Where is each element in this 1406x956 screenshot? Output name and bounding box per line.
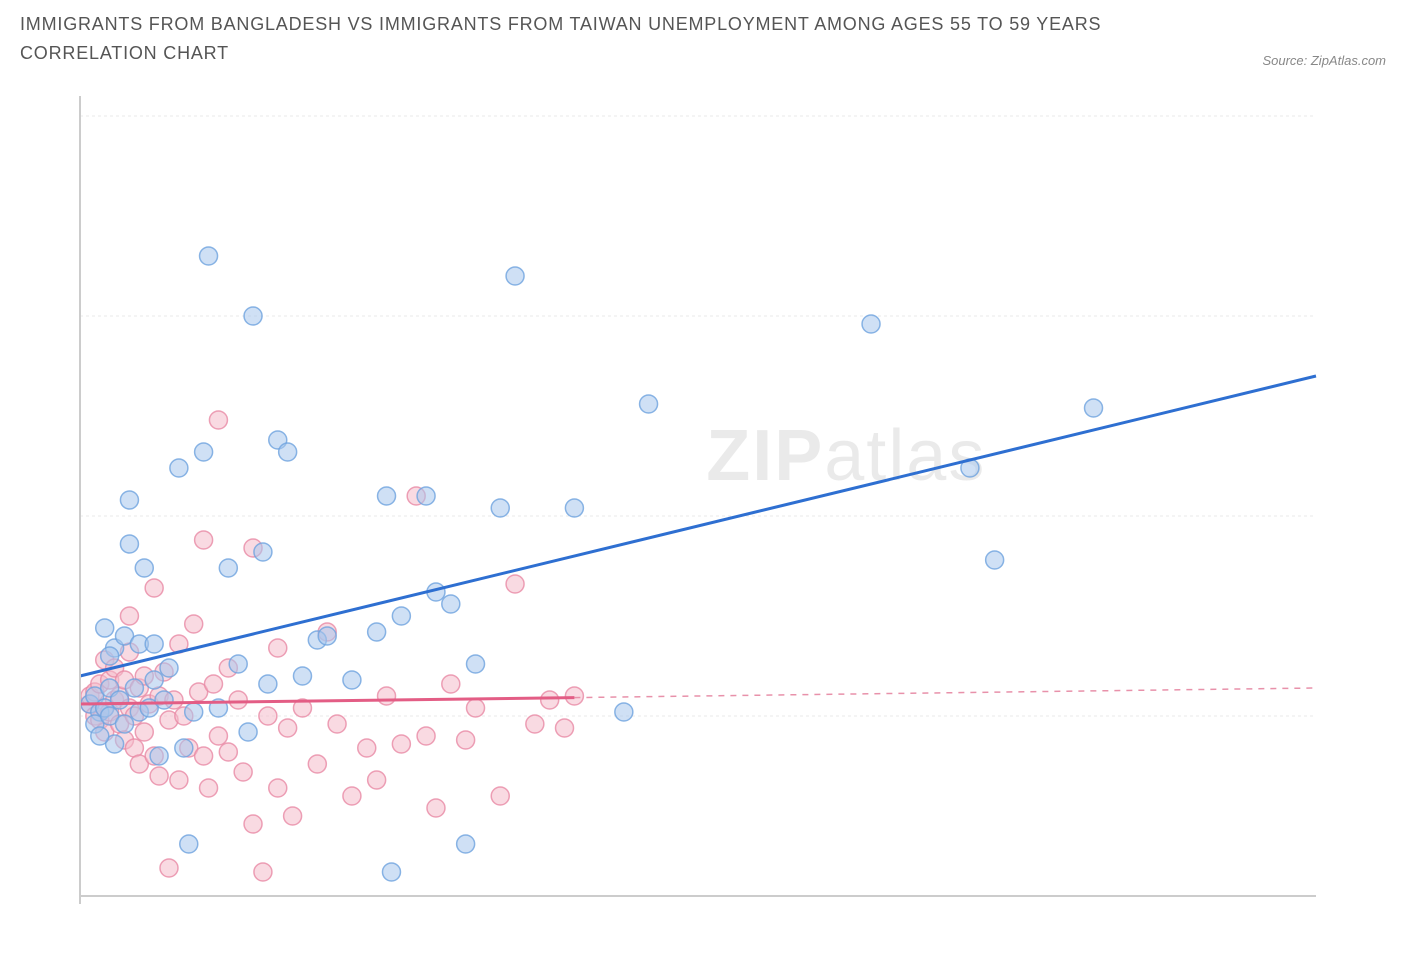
point-bangladesh	[244, 307, 262, 325]
chart-svg: ZIPatlas	[20, 76, 1386, 946]
point-bangladesh	[111, 691, 129, 709]
point-taiwan	[526, 715, 544, 733]
point-bangladesh	[135, 559, 153, 577]
point-bangladesh	[175, 739, 193, 757]
point-bangladesh	[293, 667, 311, 685]
point-taiwan	[378, 687, 396, 705]
point-taiwan	[170, 771, 188, 789]
point-taiwan	[195, 531, 213, 549]
point-bangladesh	[195, 443, 213, 461]
point-taiwan	[556, 719, 574, 737]
point-taiwan	[279, 719, 297, 737]
point-taiwan	[204, 675, 222, 693]
point-taiwan	[284, 807, 302, 825]
point-bangladesh	[155, 691, 173, 709]
point-bangladesh	[125, 679, 143, 697]
point-bangladesh	[565, 499, 583, 517]
point-bangladesh	[229, 655, 247, 673]
point-taiwan	[234, 763, 252, 781]
point-bangladesh	[986, 551, 1004, 569]
point-bangladesh	[180, 835, 198, 853]
point-taiwan	[541, 691, 559, 709]
point-taiwan	[209, 411, 227, 429]
point-bangladesh	[442, 595, 460, 613]
point-taiwan	[150, 767, 168, 785]
point-bangladesh	[96, 619, 114, 637]
point-bangladesh	[200, 247, 218, 265]
point-bangladesh	[640, 395, 658, 413]
point-taiwan	[145, 579, 163, 597]
point-bangladesh	[254, 543, 272, 561]
point-taiwan	[417, 727, 435, 745]
chart-source: Source: ZipAtlas.com	[1262, 53, 1386, 68]
point-taiwan	[259, 707, 277, 725]
point-bangladesh	[120, 491, 138, 509]
point-taiwan	[200, 779, 218, 797]
point-bangladesh	[862, 315, 880, 333]
trend-taiwan-dashed	[574, 688, 1316, 698]
point-bangladesh	[219, 559, 237, 577]
point-bangladesh	[259, 675, 277, 693]
point-bangladesh	[145, 671, 163, 689]
point-bangladesh	[506, 267, 524, 285]
point-taiwan	[160, 859, 178, 877]
point-taiwan	[244, 815, 262, 833]
point-bangladesh	[457, 835, 475, 853]
point-bangladesh	[170, 459, 188, 477]
point-bangladesh	[145, 635, 163, 653]
point-bangladesh	[120, 535, 138, 553]
point-taiwan	[195, 747, 213, 765]
point-bangladesh	[467, 655, 485, 673]
point-bangladesh	[417, 487, 435, 505]
point-taiwan	[269, 639, 287, 657]
scatter-chart: ZIPatlas	[20, 76, 1386, 946]
point-bangladesh	[150, 747, 168, 765]
point-taiwan	[120, 607, 138, 625]
point-taiwan	[229, 691, 247, 709]
point-taiwan	[254, 863, 272, 881]
point-bangladesh	[318, 627, 336, 645]
point-bangladesh	[91, 727, 109, 745]
point-bangladesh	[239, 723, 257, 741]
point-taiwan	[343, 787, 361, 805]
point-taiwan	[442, 675, 460, 693]
point-taiwan	[135, 723, 153, 741]
point-taiwan	[457, 731, 475, 749]
point-taiwan	[209, 727, 227, 745]
point-taiwan	[125, 739, 143, 757]
point-bangladesh	[615, 703, 633, 721]
point-taiwan	[219, 743, 237, 761]
point-bangladesh	[382, 863, 400, 881]
point-taiwan	[185, 615, 203, 633]
svg-text:ZIPatlas: ZIPatlas	[706, 416, 986, 496]
point-bangladesh	[1085, 399, 1103, 417]
point-bangladesh	[343, 671, 361, 689]
point-bangladesh	[101, 647, 119, 665]
point-taiwan	[491, 787, 509, 805]
point-taiwan	[328, 715, 346, 733]
point-bangladesh	[392, 607, 410, 625]
point-taiwan	[565, 687, 583, 705]
point-taiwan	[368, 771, 386, 789]
point-taiwan	[427, 799, 445, 817]
point-bangladesh	[279, 443, 297, 461]
point-bangladesh	[185, 703, 203, 721]
point-bangladesh	[160, 659, 178, 677]
point-taiwan	[467, 699, 485, 717]
point-taiwan	[269, 779, 287, 797]
point-bangladesh	[368, 623, 386, 641]
point-taiwan	[506, 575, 524, 593]
point-bangladesh	[115, 715, 133, 733]
point-taiwan	[308, 755, 326, 773]
point-bangladesh	[491, 499, 509, 517]
point-taiwan	[392, 735, 410, 753]
trend-bangladesh	[80, 376, 1316, 676]
point-taiwan	[358, 739, 376, 757]
point-bangladesh	[378, 487, 396, 505]
chart-title: IMMIGRANTS FROM BANGLADESH VS IMMIGRANTS…	[20, 10, 1140, 68]
